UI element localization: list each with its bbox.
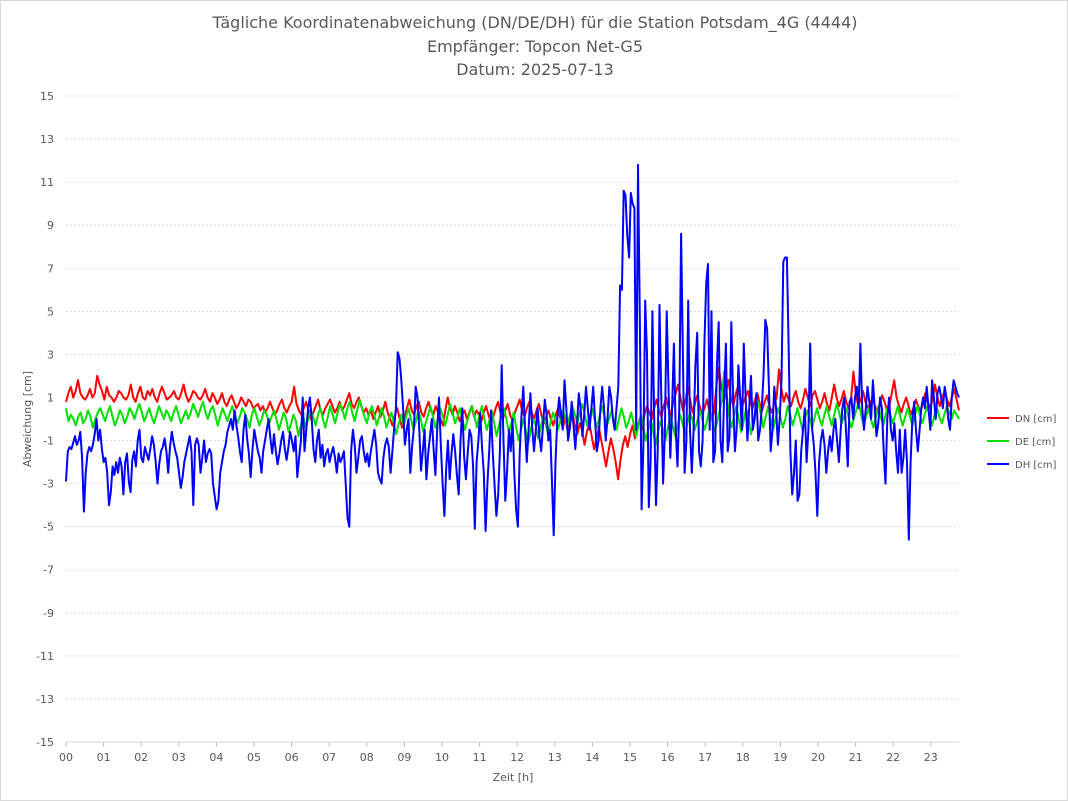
x-axis-label: Zeit [h]: [493, 771, 534, 784]
y-tick-label: 1: [47, 391, 54, 404]
legend-label: DN [cm]: [1015, 414, 1057, 425]
x-tick-label: 11: [473, 751, 487, 764]
x-tick-label: 20: [811, 751, 825, 764]
y-tick-label: -1: [43, 435, 54, 448]
x-tick-label: 08: [360, 751, 374, 764]
chart-subtitle-receiver: Empfänger: Topcon Net-G5: [426, 37, 644, 56]
y-tick-label: -3: [43, 478, 54, 491]
series-lines: [65, 163, 960, 541]
y-tick-label: -11: [36, 650, 54, 663]
y-tick-label: 3: [47, 348, 54, 361]
x-tick-label: 15: [623, 751, 637, 764]
x-tick-label: 01: [97, 751, 111, 764]
series-line-de: [65, 370, 960, 446]
x-tick-label: 09: [397, 751, 411, 764]
x-tick-label: 10: [435, 751, 449, 764]
y-tick-labels: 15 13 11 9 7 5 3 1 -1 -3 -5 -7 -9 -11 -13 -15: [36, 90, 54, 749]
x-tick-label: 23: [924, 751, 938, 764]
x-tick-label: 18: [736, 751, 750, 764]
x-tick-label: 03: [172, 751, 186, 764]
x-tick-label: 14: [585, 751, 599, 764]
y-tick-label: 15: [40, 90, 54, 103]
legend-label: DH [cm]: [1015, 460, 1057, 471]
y-tick-label: 7: [47, 262, 54, 275]
y-tick-label: 9: [47, 219, 54, 232]
x-tick-label: 22: [886, 751, 900, 764]
legend-label: DE [cm]: [1015, 437, 1055, 448]
series-line-dh: [65, 163, 960, 541]
x-tick-label: 16: [661, 751, 675, 764]
x-tick-label: 21: [849, 751, 863, 764]
x-tick-label: 02: [134, 751, 148, 764]
y-tick-label: 13: [40, 133, 54, 146]
y-tick-label: -15: [36, 736, 54, 749]
grid-lines: [65, 95, 959, 747]
chart-title: Tägliche Koordinatenabweichung (DN/DE/DH…: [212, 13, 858, 32]
y-axis-label: Abweichung [cm]: [21, 371, 34, 467]
y-tick-label: -13: [36, 693, 54, 706]
x-tick-label: 06: [285, 751, 299, 764]
y-tick-label: -9: [43, 607, 54, 620]
legend: DN [cm] DE [cm] DH [cm]: [987, 414, 1057, 471]
chart-subtitle-date: Datum: 2025-07-13: [456, 60, 614, 79]
y-tick-label: 11: [40, 176, 54, 189]
x-tick-label: 05: [247, 751, 261, 764]
x-tick-label: 17: [698, 751, 712, 764]
x-tick-labels: 00 01 02 03 04 05 06 07 08 09 10 11 12 13 14 15 16 17 18 19…: [59, 751, 938, 764]
y-tick-label: -5: [43, 521, 54, 534]
y-tick-label: 5: [47, 305, 54, 318]
x-tick-label: 00: [59, 751, 73, 764]
x-tick-label: 19: [773, 751, 787, 764]
x-tick-label: 04: [209, 751, 223, 764]
y-tick-label: -7: [43, 564, 54, 577]
x-tick-label: 13: [548, 751, 562, 764]
x-tick-label: 07: [322, 751, 336, 764]
x-tick-label: 12: [510, 751, 524, 764]
